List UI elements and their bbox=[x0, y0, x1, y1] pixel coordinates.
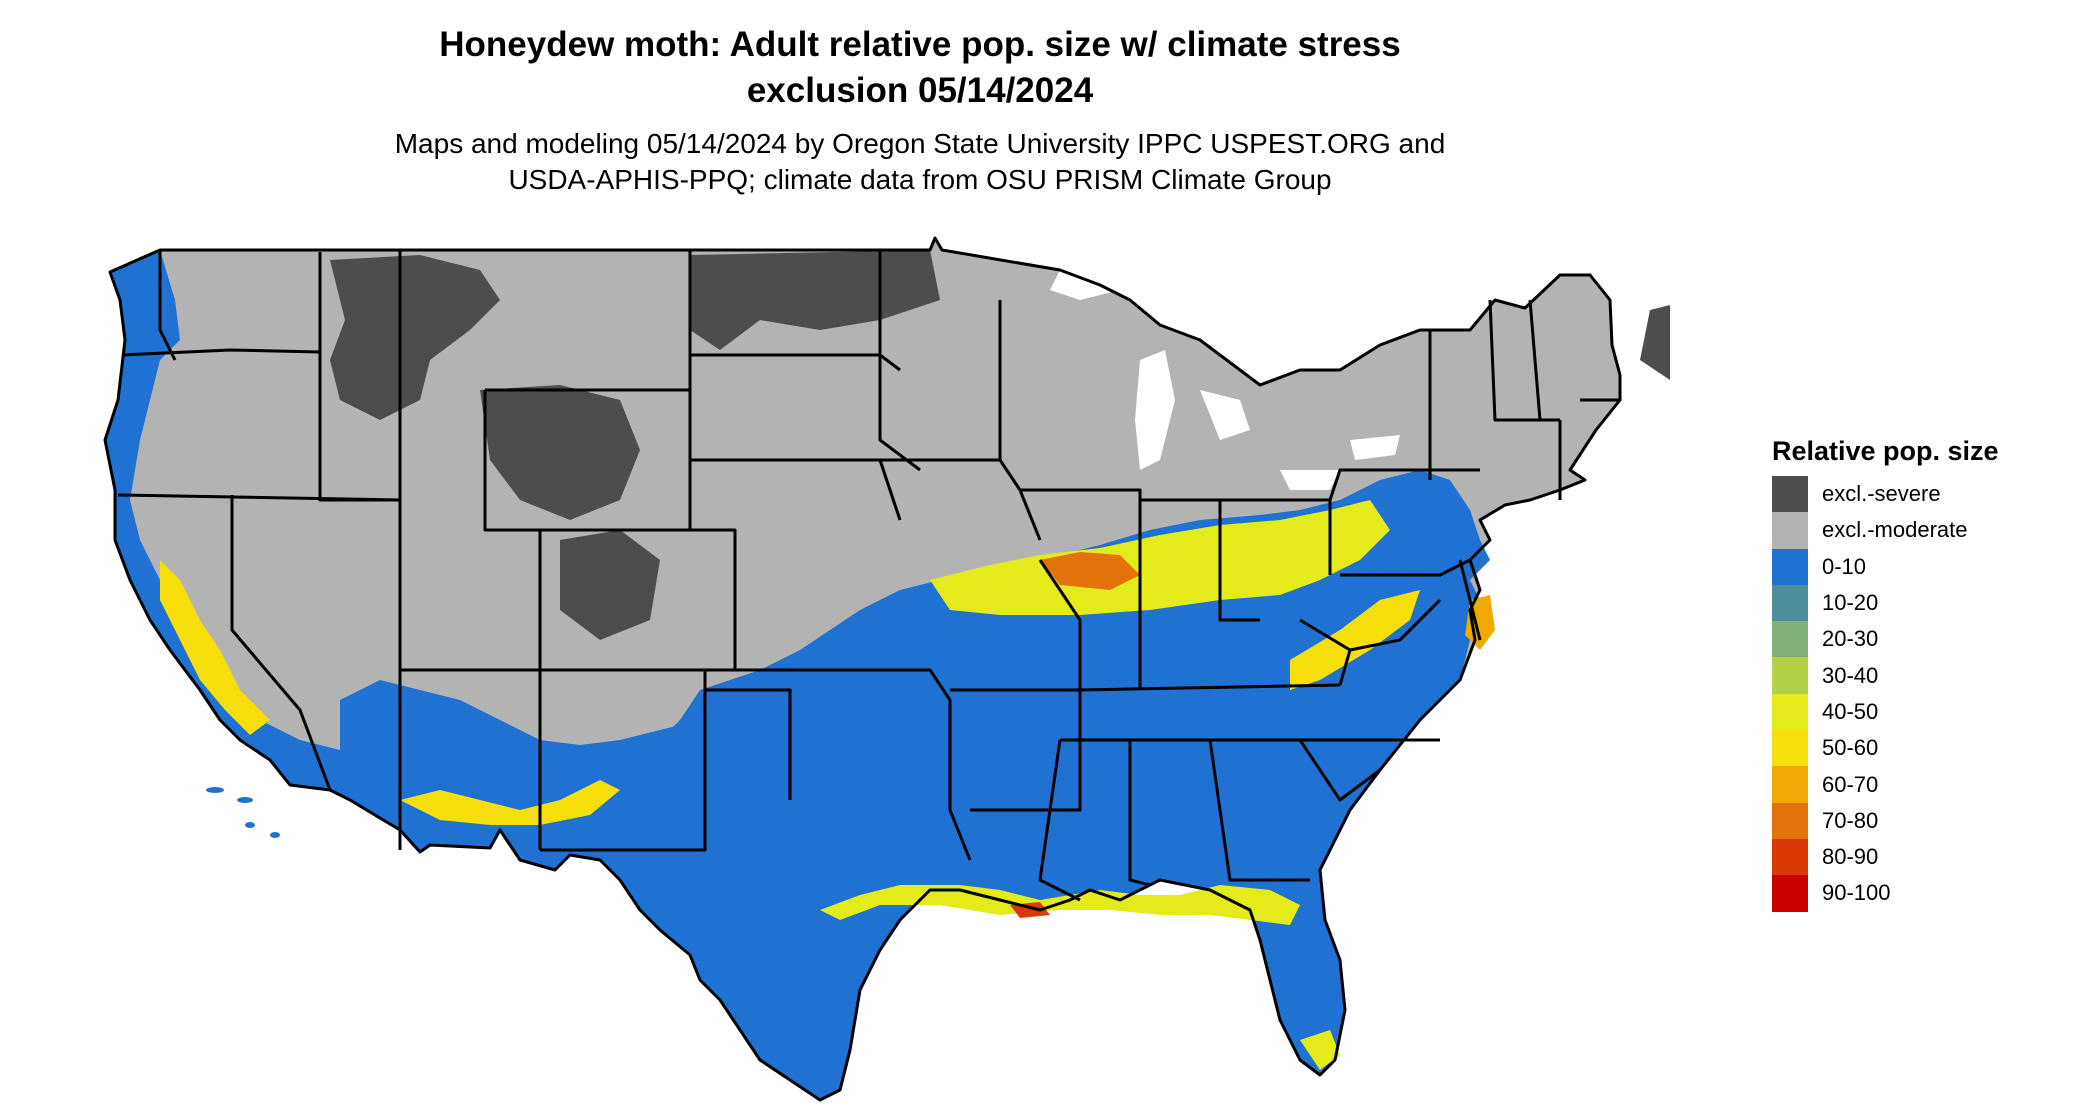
legend-label: 40-50 bbox=[1822, 698, 1879, 724]
region-band-florida-tip bbox=[1300, 1030, 1340, 1070]
legend-swatch bbox=[1772, 621, 1808, 658]
legend-swatch bbox=[1772, 584, 1808, 622]
legend-item: 60-70 bbox=[1772, 766, 2072, 803]
region-0-10-southwest bbox=[340, 680, 720, 870]
channel-islands bbox=[206, 787, 280, 838]
legend-swatch bbox=[1772, 657, 1808, 694]
legend-swatch bbox=[1772, 512, 1808, 549]
legend-label: 90-100 bbox=[1822, 880, 1891, 906]
legend-label: 80-90 bbox=[1822, 844, 1879, 870]
legend-swatch bbox=[1772, 548, 1808, 585]
legend: Relative pop. size excl.-severe excl.-mod… bbox=[1772, 430, 2072, 912]
region-band-appalachian bbox=[1290, 590, 1420, 690]
legend-swatch bbox=[1772, 693, 1808, 731]
legend-item: 40-50 bbox=[1772, 693, 2072, 731]
region-0-10-south bbox=[600, 470, 1490, 1100]
legend-items: excl.-severe excl.-moderate 0-10 10-20 20-30… bbox=[1772, 476, 2072, 912]
legend-item: 20-30 bbox=[1772, 621, 2072, 658]
region-severe-maine bbox=[1640, 305, 1670, 380]
legend-label: 70-80 bbox=[1822, 807, 1879, 833]
legend-label: excl.-severe bbox=[1822, 481, 1941, 507]
legend-item: 80-90 bbox=[1772, 838, 2072, 876]
region-band-gulf bbox=[820, 885, 1300, 925]
legend-label: 50-60 bbox=[1822, 735, 1879, 761]
legend-label: 60-70 bbox=[1822, 771, 1879, 797]
map-subtitle: Maps and modeling 05/14/2024 by Oregon S… bbox=[180, 126, 1660, 198]
map-subtitle-line2: USDA-APHIS-PPQ; climate data from OSU PR… bbox=[508, 164, 1332, 195]
legend-item: 10-20 bbox=[1772, 584, 2072, 622]
map-subtitle-line1: Maps and modeling 05/14/2024 by Oregon S… bbox=[394, 128, 1446, 159]
legend-item: 90-100 bbox=[1772, 875, 2072, 912]
region-band-midwest bbox=[930, 500, 1390, 615]
map-title-line1: Honeydew moth: Adult relative pop. size … bbox=[439, 25, 1401, 64]
legend-label: 10-20 bbox=[1822, 590, 1879, 616]
legend-item: 0-10 bbox=[1772, 548, 2072, 585]
state-borders bbox=[103, 236, 1622, 1102]
region-band-midwest-orange bbox=[1040, 552, 1140, 590]
legend-item: 70-80 bbox=[1772, 802, 2072, 839]
great-lakes bbox=[1050, 270, 1400, 490]
legend-swatch bbox=[1772, 730, 1808, 767]
legend-swatch bbox=[1772, 476, 1808, 513]
legend-swatch bbox=[1772, 875, 1808, 912]
legend-swatch bbox=[1772, 802, 1808, 839]
region-band-california bbox=[160, 560, 270, 735]
legend-swatch bbox=[1772, 766, 1808, 803]
legend-item: 50-60 bbox=[1772, 730, 2072, 767]
region-severe-north bbox=[330, 255, 500, 420]
region-severe-colorado bbox=[560, 530, 660, 640]
legend-label: 0-10 bbox=[1822, 553, 1867, 579]
region-band-arizona bbox=[400, 780, 620, 825]
map-title: Honeydew moth: Adult relative pop. size … bbox=[180, 22, 1660, 114]
legend-label: excl.-moderate bbox=[1822, 517, 1968, 543]
legend-swatch bbox=[1772, 838, 1808, 876]
legend-label: 30-40 bbox=[1822, 662, 1879, 688]
legend-item: excl.-moderate bbox=[1772, 512, 2072, 549]
us-map bbox=[103, 236, 1670, 1102]
region-severe-wyoming bbox=[480, 385, 640, 520]
legend-title: Relative pop. size bbox=[1772, 436, 1999, 466]
legend-label: 20-30 bbox=[1822, 626, 1879, 652]
legend-item: 30-40 bbox=[1772, 657, 2072, 694]
map-title-line2: exclusion 05/14/2024 bbox=[746, 71, 1094, 110]
region-severe-dakota bbox=[690, 250, 940, 350]
legend-item: excl.-severe bbox=[1772, 476, 2072, 513]
